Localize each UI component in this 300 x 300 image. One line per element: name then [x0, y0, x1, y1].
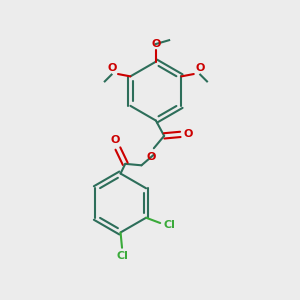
- Text: O: O: [110, 135, 120, 145]
- Text: O: O: [107, 63, 117, 73]
- Text: O: O: [195, 63, 205, 73]
- Text: O: O: [184, 129, 193, 140]
- Text: O: O: [147, 152, 156, 162]
- Text: O: O: [151, 39, 160, 49]
- Text: Cl: Cl: [116, 251, 128, 261]
- Text: Cl: Cl: [164, 220, 176, 230]
